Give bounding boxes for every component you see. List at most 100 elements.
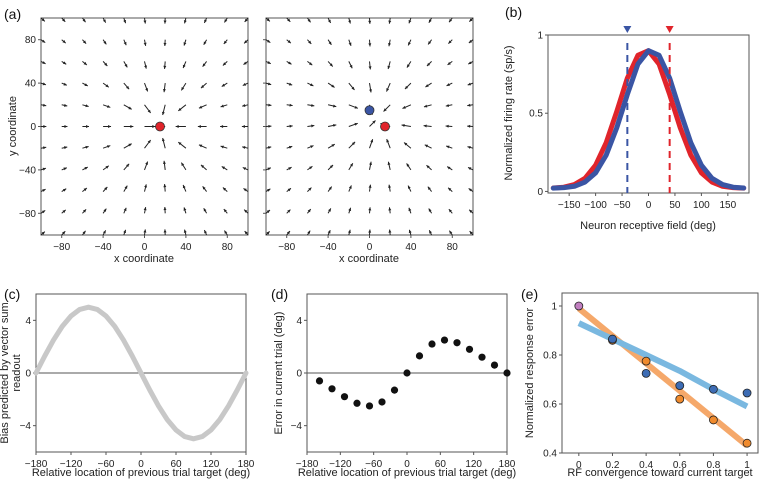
y-tick-label: 4 (25, 316, 31, 327)
vector-arrowhead (467, 146, 471, 149)
vector-arrowhead (82, 230, 86, 235)
vector-arrowhead (287, 209, 291, 213)
red-target-dot (155, 121, 165, 132)
x-tick-label: 80 (222, 242, 234, 253)
x-tick-label: −80 (278, 242, 295, 253)
vector-arrowhead (469, 18, 473, 22)
vector-arrowhead (41, 18, 45, 22)
data-point (428, 340, 436, 348)
vector-arrowhead (348, 42, 352, 46)
vector-arrowhead (105, 165, 109, 169)
vector-arrowhead (268, 103, 272, 107)
vector-arrowhead (203, 41, 207, 45)
orange-fit-line (576, 306, 749, 448)
vector-arrowhead (349, 64, 353, 69)
vector-arrowhead (448, 209, 452, 213)
vector-arrowhead (311, 124, 315, 128)
vector-arrowhead (178, 142, 182, 146)
vector-arrowhead (41, 231, 45, 235)
vector-arrowhead (147, 140, 151, 144)
vector-arrowhead (106, 104, 111, 108)
vector-arrowhead (372, 120, 376, 124)
vector-arrowhead (104, 186, 108, 191)
vector-arrowhead (242, 82, 247, 86)
vector-arrowhead (63, 82, 67, 86)
vector-arrowhead (182, 184, 186, 189)
vector-arrowhead (309, 166, 313, 170)
vector-arrowhead (368, 184, 372, 188)
vector-arrowhead (64, 125, 68, 128)
data-point (390, 386, 399, 394)
vector-arrowhead (448, 187, 452, 191)
vector-arrowhead (163, 229, 167, 233)
vector-arrowhead (64, 103, 68, 107)
vector-arrowhead (423, 124, 427, 128)
vector-arrowhead (445, 104, 450, 107)
vector-arrowhead (348, 20, 351, 24)
vector-arrowhead (288, 61, 292, 65)
x-axis-label: x coordinate (114, 253, 174, 265)
orange-data-point (675, 394, 685, 404)
vector-arrowhead (41, 39, 46, 43)
vector-arrowhead (244, 231, 248, 235)
vector-arrowhead (370, 139, 374, 143)
vector-arrowhead (63, 167, 67, 171)
vector-arrowhead (308, 187, 312, 191)
x-tick-label: 100 (693, 200, 710, 211)
vector-arrowhead (124, 64, 128, 68)
x-axis-label: Neuron receptive field (deg) (580, 220, 716, 232)
vector-arrowhead (404, 85, 409, 90)
blue-fit-line (577, 320, 749, 410)
red-series-line (550, 48, 747, 191)
data-point (378, 398, 386, 406)
vector-arrowhead (286, 231, 290, 235)
vector-arrowhead (62, 209, 66, 214)
vector-arrowhead (368, 43, 372, 47)
vector-arrowhead (423, 104, 428, 108)
vector-arrowhead (288, 145, 293, 149)
y-tick-label: 0.6 (543, 399, 557, 410)
x-tick-label: −100 (584, 200, 607, 211)
blue-data-point (608, 334, 617, 344)
panel-label-b: (b) (505, 4, 522, 20)
data-point (440, 336, 449, 344)
x-tick-label: 120 (203, 459, 220, 470)
vector-arrowhead (183, 207, 187, 211)
vector-arrowhead (447, 166, 451, 170)
vector-arrowhead (43, 146, 47, 150)
vector-arrowhead (82, 209, 87, 213)
vector-arrowhead (388, 184, 392, 188)
vector-arrowhead (307, 19, 311, 23)
vector-arrowhead (103, 208, 107, 212)
y-tick-label: 0 (25, 369, 31, 380)
vector-arrowhead (354, 105, 358, 109)
vector-arrowhead (331, 84, 335, 88)
vector-arrowhead (143, 229, 147, 233)
vector-arrowhead (102, 230, 106, 234)
x-axis-label: RF convergence toward current target (567, 467, 752, 479)
y-axis-label: Bias predicted by vector sum (0, 302, 11, 443)
vector-arrowhead (220, 104, 224, 108)
x-tick-label: 0 (576, 460, 582, 471)
vector-arrowhead (425, 84, 429, 88)
vector-arrowhead (351, 86, 355, 90)
vector-arrowhead (64, 146, 68, 150)
panel-c: −180 −120 −60 0 60 120 180 −4 0 4 Relative locatio… (0, 293, 255, 479)
y-tick-label: 1 (551, 301, 557, 312)
blue-triangle-marker (623, 26, 632, 33)
vector-arrowhead (401, 123, 405, 127)
vector-arrowhead (220, 125, 224, 128)
x-tick-label: 1 (744, 460, 750, 471)
y-tick-label: −40 (19, 165, 36, 176)
vector-arrowhead (266, 210, 270, 214)
x-tick-label: 60 (170, 459, 182, 470)
vector-arrowhead (468, 188, 472, 192)
vector-arrowhead (243, 188, 247, 192)
orange-data-point (641, 356, 651, 366)
vector-arrowhead (220, 145, 224, 149)
vector-arrowhead (102, 19, 106, 23)
vector-arrowhead (143, 42, 147, 46)
vector-arrowhead (307, 230, 311, 234)
